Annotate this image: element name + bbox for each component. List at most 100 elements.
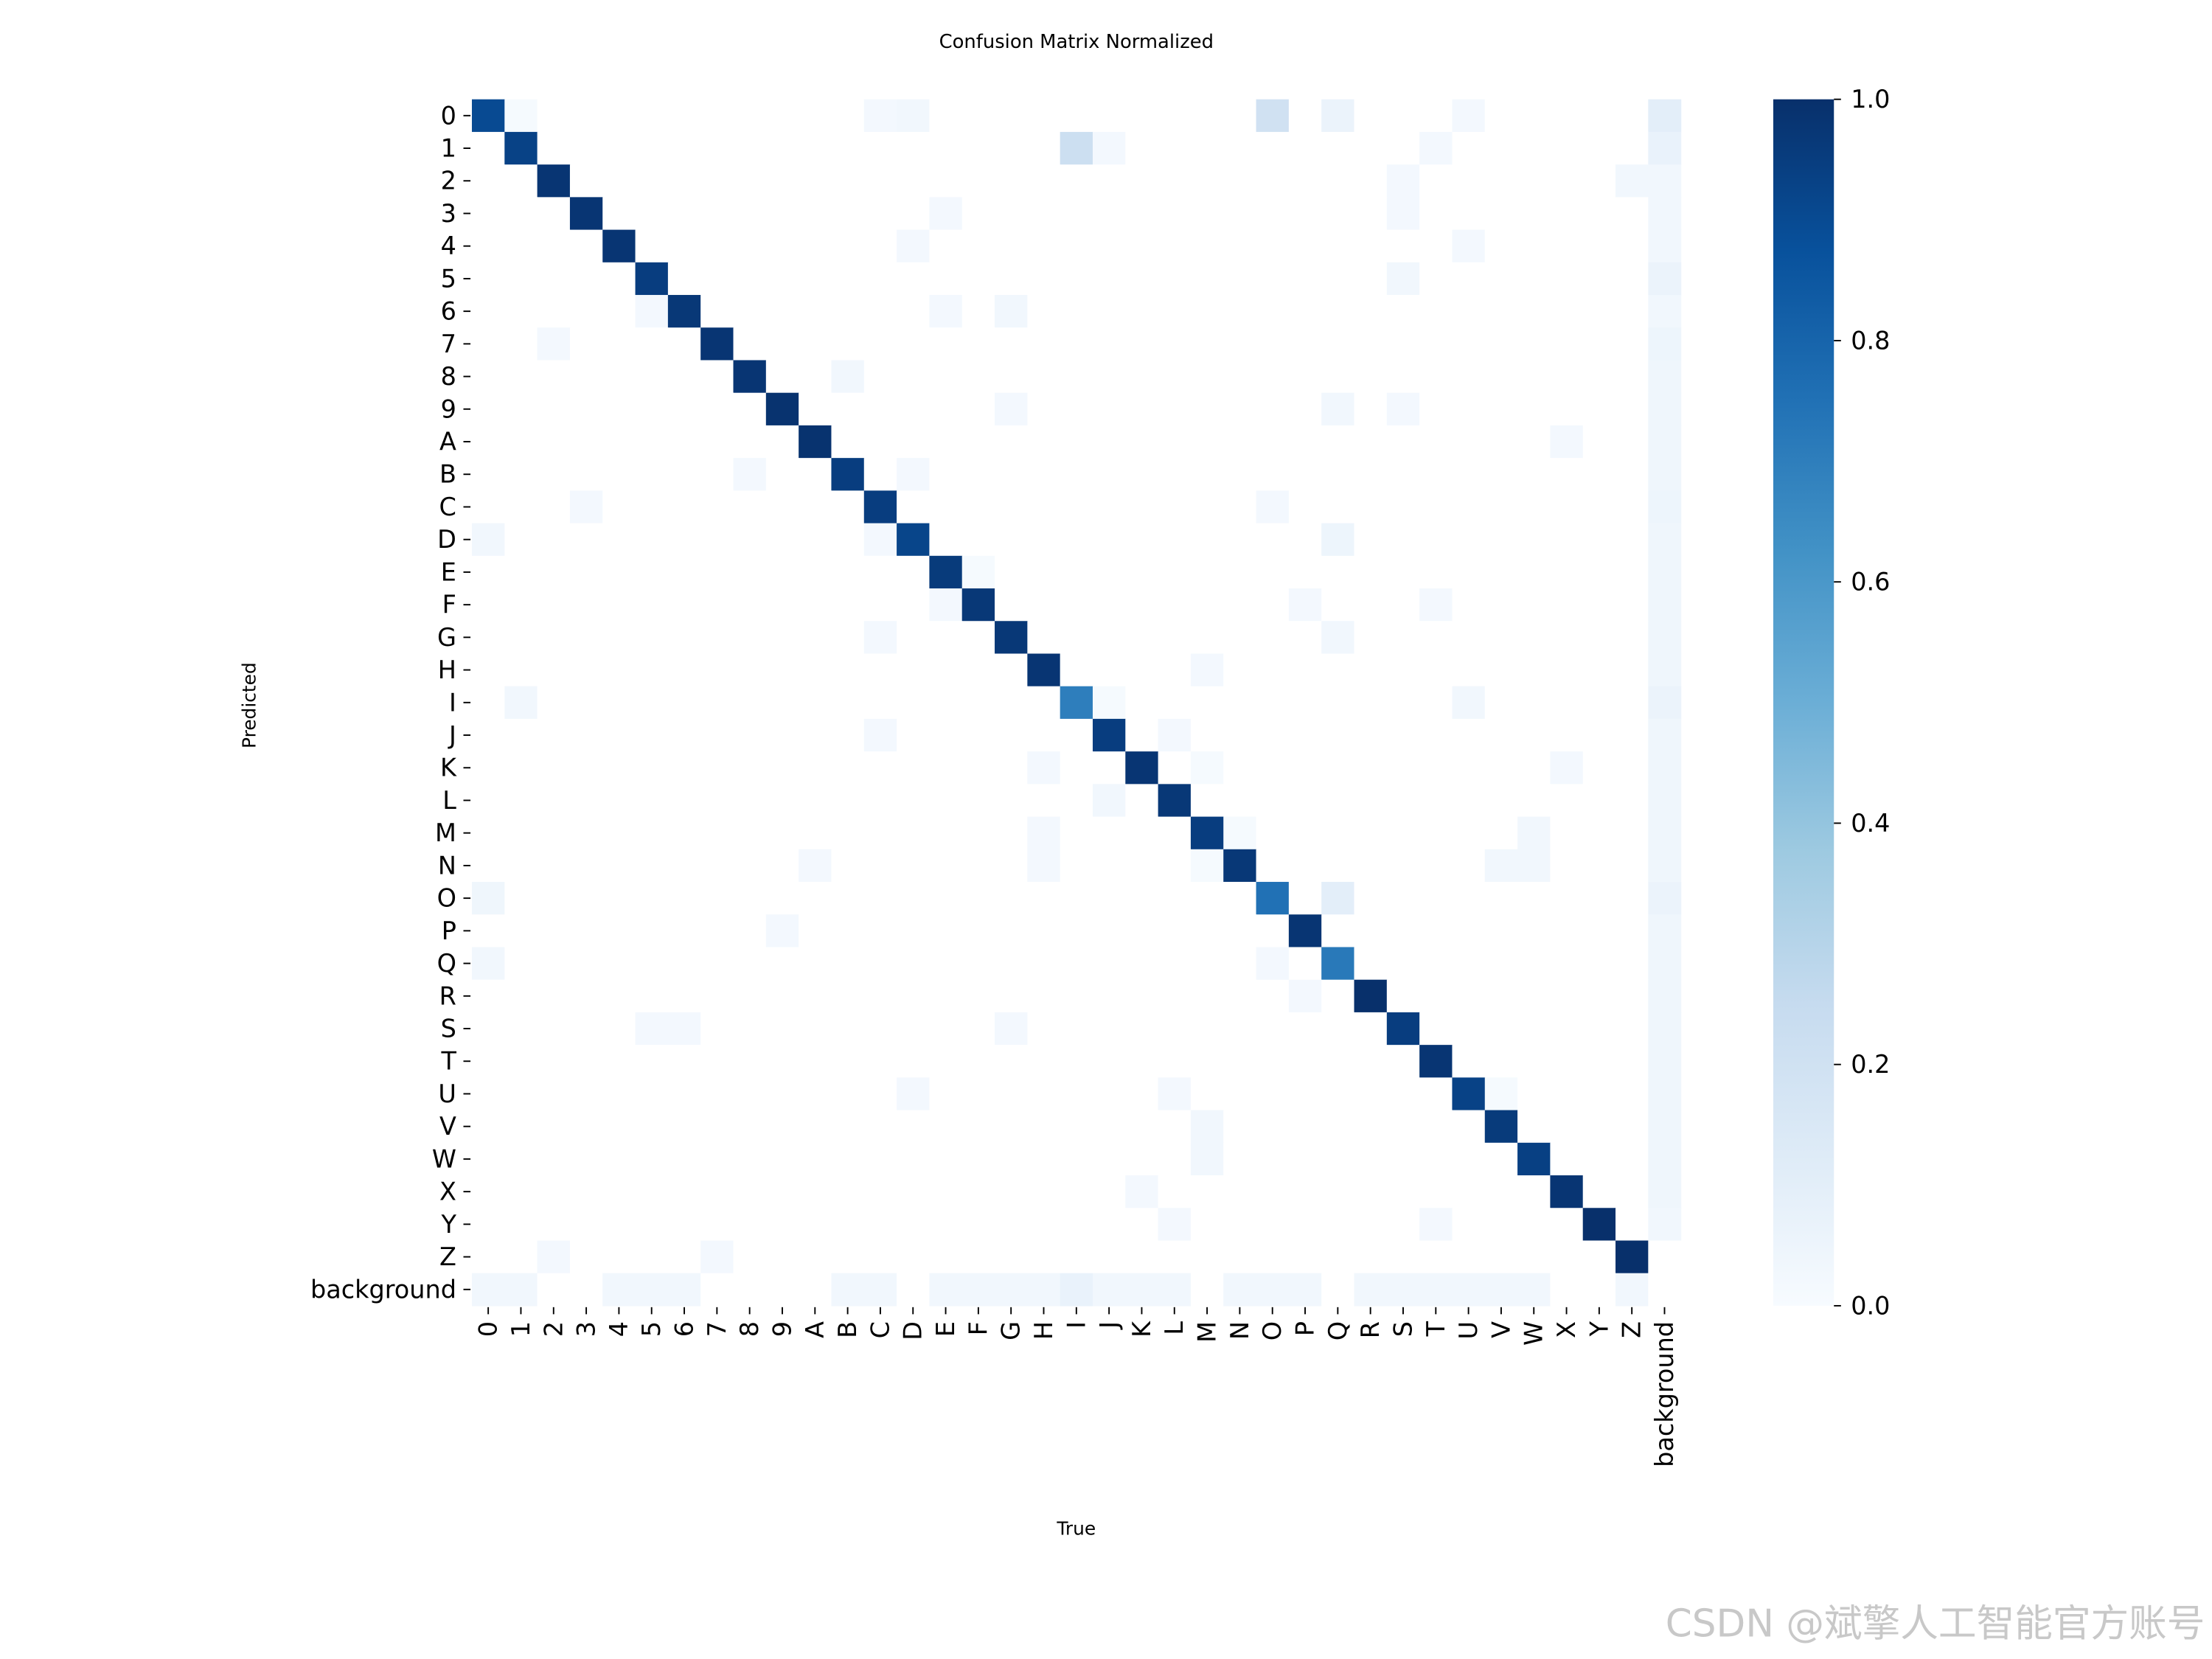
cell (537, 1273, 571, 1307)
cell (1027, 979, 1061, 1013)
x-tick-label: 7 (703, 1321, 731, 1337)
cell (700, 1045, 734, 1078)
cell (961, 588, 995, 622)
cell (733, 849, 767, 883)
cell (1223, 1045, 1257, 1078)
cell (1615, 1208, 1649, 1242)
cell (1582, 588, 1616, 622)
cell (765, 197, 799, 231)
cell (1452, 164, 1486, 198)
cell (1223, 1175, 1257, 1208)
cell (831, 751, 865, 785)
cell (1158, 686, 1192, 720)
cell (1615, 1175, 1649, 1208)
cell (700, 718, 734, 752)
cell (1092, 653, 1126, 687)
cell (602, 1175, 636, 1208)
cell (667, 882, 701, 915)
cell (765, 295, 799, 328)
y-tick-label: 4 (441, 232, 456, 260)
cell (1550, 360, 1584, 394)
cell (831, 1273, 865, 1307)
cell (1158, 621, 1192, 655)
cell (1386, 751, 1420, 785)
cell (1648, 295, 1682, 328)
cell (1092, 99, 1126, 133)
cell (961, 458, 995, 491)
cell (1419, 653, 1453, 687)
cell (1158, 653, 1192, 687)
cell (1386, 1142, 1420, 1176)
y-tick-label: E (441, 557, 456, 586)
y-tick-label: S (441, 1015, 456, 1043)
cell (863, 327, 897, 361)
cell (1125, 816, 1159, 850)
cell (1452, 979, 1486, 1013)
cell (1158, 849, 1192, 883)
cell (733, 979, 767, 1013)
cell (1648, 1142, 1682, 1176)
cell (831, 947, 865, 981)
cell (635, 1077, 669, 1111)
cell (765, 131, 799, 165)
cell (831, 197, 865, 231)
cell (1288, 197, 1322, 231)
cell (700, 197, 734, 231)
x-tick-label: 9 (768, 1321, 796, 1337)
cell (635, 1240, 669, 1274)
cell (765, 327, 799, 361)
cell (471, 327, 505, 361)
cell (1550, 164, 1584, 198)
cell (1419, 99, 1453, 133)
cell (569, 1208, 603, 1242)
y-tick-label: 7 (441, 330, 456, 358)
cell (1517, 784, 1551, 818)
cell (1060, 882, 1093, 915)
cell (995, 523, 1028, 557)
cell (635, 816, 669, 850)
cell (733, 262, 767, 296)
y-tick-label: W (432, 1144, 456, 1173)
cell (1419, 392, 1453, 426)
cell (1158, 1240, 1192, 1274)
cell (569, 262, 603, 296)
cell (1419, 882, 1453, 915)
cell (1288, 295, 1322, 328)
cell (1386, 816, 1420, 850)
cell (1484, 1175, 1518, 1208)
cell (667, 1045, 701, 1078)
cell (602, 425, 636, 459)
cell (1223, 99, 1257, 133)
cell (1027, 947, 1061, 981)
x-tick-label: K (1127, 1321, 1156, 1338)
y-tick-label: D (437, 525, 456, 554)
cell (537, 882, 571, 915)
cell (765, 653, 799, 687)
cell (1386, 588, 1420, 622)
cell (1419, 555, 1453, 589)
cell (1386, 295, 1420, 328)
cell (700, 1175, 734, 1208)
cell (602, 229, 636, 263)
cell (733, 914, 767, 948)
cell (602, 555, 636, 589)
cell (1386, 882, 1420, 915)
cell (1321, 197, 1355, 231)
cell (569, 164, 603, 198)
cell (1648, 131, 1682, 165)
cell (602, 784, 636, 818)
cell (1256, 392, 1290, 426)
cell (799, 523, 832, 557)
cell (1060, 523, 1093, 557)
cell (799, 197, 832, 231)
cell (1125, 849, 1159, 883)
cell (1354, 751, 1388, 785)
cell (961, 1012, 995, 1046)
cell (1484, 914, 1518, 948)
y-tick-label: 1 (441, 134, 456, 163)
cell (1027, 751, 1061, 785)
cell (602, 1012, 636, 1046)
x-tick-label: Y (1585, 1321, 1613, 1337)
cell (1386, 1045, 1420, 1078)
